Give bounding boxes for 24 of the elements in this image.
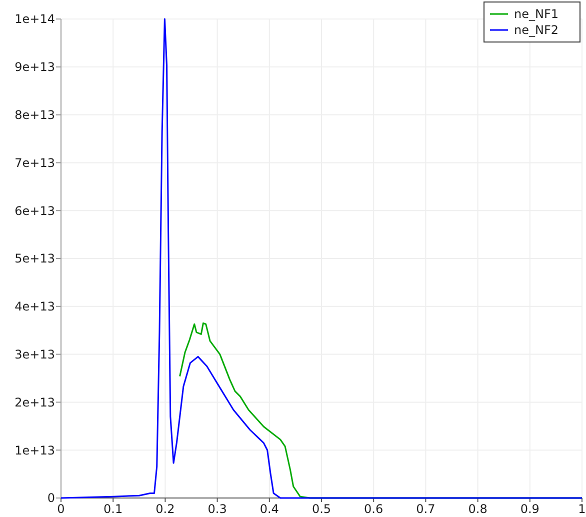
y-tick-label: 5e+13 bbox=[14, 252, 55, 266]
x-tick-label: 0.6 bbox=[364, 502, 384, 516]
y-tick-label: 0 bbox=[47, 491, 55, 506]
x-tick-label: 0.3 bbox=[208, 502, 227, 516]
x-tick-label: 0.4 bbox=[260, 502, 279, 516]
x-tick-label: 0.7 bbox=[416, 502, 436, 516]
y-tick-label: 2e+13 bbox=[14, 395, 55, 410]
legend-label: ne_NF2 bbox=[514, 23, 559, 38]
x-tick-label: 0.1 bbox=[104, 502, 123, 516]
x-tick-label: 0.8 bbox=[468, 502, 488, 516]
y-tick-label: 9e+13 bbox=[14, 60, 55, 74]
y-tick-label: 4e+13 bbox=[14, 300, 55, 314]
y-tick-label: 8e+13 bbox=[14, 108, 55, 122]
y-tick-label: 3e+13 bbox=[14, 348, 55, 362]
y-tick-label: 1e+14 bbox=[14, 12, 55, 26]
y-tick-label: 1e+13 bbox=[14, 443, 55, 458]
y-tick-label: 7e+13 bbox=[14, 156, 55, 170]
y-tick-label: 6e+13 bbox=[14, 204, 55, 218]
x-tick-label: 0.9 bbox=[520, 502, 540, 516]
x-tick-label: 1 bbox=[578, 502, 586, 516]
x-tick-label: 0.5 bbox=[312, 502, 332, 516]
x-tick-label: 0 bbox=[57, 502, 65, 516]
x-tick-label: 0.2 bbox=[156, 502, 175, 516]
legend-label: ne_NF1 bbox=[514, 7, 559, 22]
